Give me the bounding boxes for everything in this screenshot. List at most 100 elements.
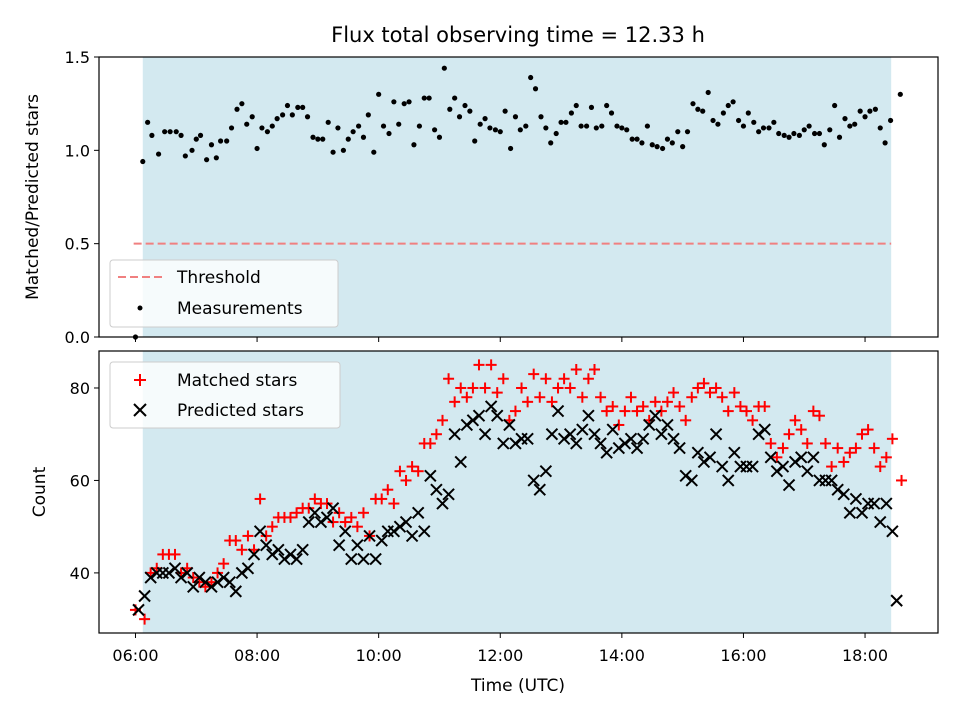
- measurement-point: [173, 129, 179, 135]
- measurement-point: [507, 145, 514, 152]
- threshold-legend-label: Threshold: [176, 268, 261, 288]
- measurement-point: [593, 125, 599, 131]
- matched-star-marker: [473, 359, 485, 371]
- predicted-star-marker: [351, 538, 364, 552]
- predicted-marker-b: [351, 538, 364, 552]
- matched-star-marker: [844, 447, 856, 459]
- measurement-point: [882, 140, 888, 146]
- predicted-marker-b: [472, 409, 486, 422]
- predicted-star-marker: [326, 501, 340, 515]
- matched-star-marker: [291, 507, 303, 519]
- top-legend-box: [109, 259, 339, 328]
- predicted-marker-b: [557, 432, 571, 446]
- predicted-star-marker: [600, 446, 613, 459]
- predicted-marker-b: [874, 515, 887, 529]
- predicted-star-marker: [217, 571, 230, 584]
- matched-star-marker: [260, 530, 272, 542]
- predicted-marker-b: [521, 432, 534, 446]
- measurement-point: [751, 119, 757, 125]
- predicted-star-marker: [527, 474, 540, 487]
- predicted-star-marker: [223, 575, 236, 589]
- predicted-marker-b: [667, 432, 680, 446]
- measurement-point: [472, 138, 478, 144]
- predicted-marker-b: [890, 594, 903, 607]
- measurement-point: [467, 108, 473, 114]
- predicted-star-marker: [880, 497, 893, 510]
- x-tick-label: 16:00: [720, 646, 766, 665]
- matched-star-marker: [212, 567, 224, 579]
- predicted-marker-b: [375, 534, 388, 547]
- x-tick-label: 10:00: [356, 646, 402, 665]
- matched-star-marker: [783, 428, 795, 440]
- predicted-marker-b: [788, 455, 802, 469]
- matched-star-marker: [765, 437, 777, 449]
- measurement-point: [502, 108, 508, 114]
- predicted-star-marker: [369, 552, 382, 566]
- measurement-point: [583, 123, 590, 129]
- measurement-point: [401, 101, 407, 107]
- measurement-point: [745, 110, 751, 116]
- predicted-marker-b: [229, 585, 243, 598]
- bottom-legend: Matched stars Predicted stars: [109, 361, 341, 429]
- predicted-star-marker: [849, 492, 863, 506]
- predicted-star-marker: [484, 400, 498, 413]
- measurement-point: [254, 145, 260, 152]
- measurement-point: [462, 102, 468, 109]
- measurement-point: [543, 125, 549, 131]
- predicted-star-marker: [855, 506, 869, 520]
- predicted-marker-b: [801, 464, 814, 478]
- predicted-star-marker: [375, 534, 388, 547]
- matched-star-marker: [680, 414, 692, 426]
- predicted-star-marker: [302, 515, 315, 529]
- matched-star-marker: [467, 382, 479, 394]
- measurement-point: [532, 86, 539, 92]
- matched-star-marker: [734, 400, 746, 412]
- predicted-star-marker: [308, 506, 322, 520]
- predicted-star-marker: [454, 455, 467, 469]
- predicted-star-marker: [618, 437, 632, 450]
- predicted-marker-b: [649, 409, 662, 422]
- predicted-marker-b: [606, 423, 619, 436]
- measurement-point: [684, 129, 691, 135]
- measurement-point: [538, 114, 544, 120]
- predicted-star-marker: [272, 543, 285, 556]
- predicted-marker-b: [436, 497, 449, 510]
- measurement-point: [391, 99, 397, 105]
- predicted-star-marker: [174, 571, 188, 584]
- measurement-point: [167, 129, 173, 135]
- matched-star-marker: [443, 373, 455, 385]
- predicted-marker-b: [545, 428, 559, 441]
- matched-star-marker: [777, 442, 789, 454]
- measurement-point: [720, 110, 726, 116]
- predicted-star-marker: [636, 432, 650, 446]
- measurement-point: [654, 144, 660, 150]
- measurement-point: [766, 125, 772, 131]
- measurement-point: [523, 123, 529, 129]
- predicted-star-marker: [418, 525, 431, 538]
- measurement-point: [315, 136, 321, 142]
- matched-star-marker: [509, 405, 521, 417]
- predicted-marker-b: [363, 529, 376, 543]
- matched-star-marker: [655, 405, 667, 417]
- predicted-star-marker: [132, 603, 145, 617]
- matched-star-marker: [698, 377, 710, 389]
- bottom-y-tick-label: 40: [70, 564, 90, 583]
- predicted-marker-b: [278, 552, 291, 566]
- predicted-marker-b: [241, 562, 255, 575]
- matched-star-marker: [807, 405, 819, 417]
- predicted-star-marker: [168, 562, 182, 575]
- predicted-marker-b: [162, 566, 176, 580]
- matched-star-marker: [552, 382, 564, 394]
- predicted-star-marker: [503, 418, 516, 432]
- predicted-marker-b: [284, 548, 297, 561]
- predicted-marker-b: [630, 441, 644, 455]
- measurement-point: [573, 102, 579, 109]
- predicted-star-marker: [290, 552, 303, 566]
- matched-star-marker: [874, 461, 886, 473]
- predicted-star-marker: [278, 552, 291, 566]
- matched-star-marker: [497, 373, 509, 385]
- measurement-point: [604, 102, 610, 109]
- predicted-marker-b: [600, 446, 613, 459]
- measurement-point: [680, 144, 686, 150]
- matched-star-marker: [826, 461, 838, 473]
